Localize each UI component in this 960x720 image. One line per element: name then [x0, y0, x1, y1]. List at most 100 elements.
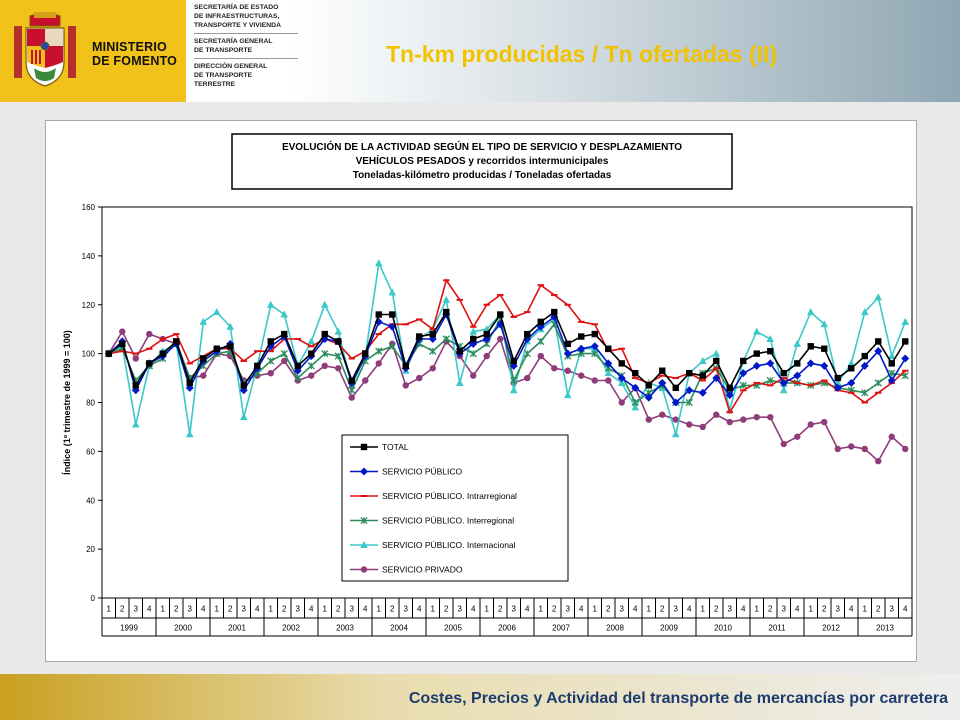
data-point: [335, 338, 342, 345]
data-point: [780, 369, 787, 377]
x-tick-label: 2: [390, 605, 395, 614]
data-point: [146, 360, 153, 367]
data-point: [524, 330, 531, 338]
data-point: [875, 338, 882, 345]
data-point: [469, 349, 477, 358]
data-point: [807, 343, 814, 350]
data-point: [685, 386, 694, 395]
data-point: [699, 423, 706, 431]
data-point: [590, 342, 599, 351]
data-point: [429, 330, 436, 338]
data-point: [389, 311, 396, 318]
legend-item: SERVICIO PÚBLICO. Interregional: [350, 516, 514, 526]
data-point: [212, 308, 221, 316]
year-label: 2004: [390, 624, 408, 633]
footer-bar: Costes, Precios y Actividad del transpor…: [0, 674, 960, 720]
data-point: [725, 405, 734, 413]
header-bar: MINISTERIO DE FOMENTO SECRETARÍA DE ESTA…: [0, 0, 960, 102]
data-point: [388, 288, 397, 296]
data-point: [185, 430, 194, 438]
data-point: [887, 376, 896, 385]
x-tick-label: 3: [350, 605, 355, 614]
data-point: [901, 317, 910, 325]
x-tick-label: 1: [269, 605, 274, 614]
x-tick-label: 2: [606, 605, 611, 614]
data-point: [794, 433, 801, 440]
data-point: [861, 389, 869, 397]
x-tick-label: 2: [714, 605, 719, 614]
data-point: [767, 413, 774, 421]
data-point: [820, 320, 829, 328]
data-point: [469, 327, 478, 335]
data-point: [294, 362, 301, 370]
data-point: [267, 369, 274, 377]
legend-label: TOTAL: [382, 442, 409, 452]
data-point: [321, 349, 329, 358]
data-point: [537, 337, 545, 346]
data-point: [847, 378, 856, 387]
x-tick-label: 1: [809, 605, 814, 614]
data-point: [740, 416, 747, 423]
data-point: [698, 356, 707, 364]
chart-title-box: [231, 133, 733, 190]
data-point: [321, 362, 328, 370]
data-point: [834, 374, 841, 382]
legend-box: [341, 434, 569, 582]
y-tick-label: 80: [86, 399, 95, 408]
data-point: [725, 391, 734, 400]
legend-label: SERVICIO PÚBLICO: [382, 467, 463, 477]
legend-marker: [360, 467, 368, 476]
ministry-name: MINISTERIO DE FOMENTO: [92, 40, 178, 68]
y-tick-label: 40: [86, 496, 95, 505]
data-point: [308, 372, 315, 379]
data-point: [834, 445, 841, 453]
data-point: [132, 382, 139, 389]
line-chart: EVOLUCIÓN DE LA ACTIVIDAD SEGÚN EL TIPO …: [62, 133, 913, 637]
data-point: [821, 345, 828, 352]
data-point: [470, 335, 477, 343]
x-tick-label: 3: [836, 605, 841, 614]
department-item: SECRETARÍA GENERAL DE TRANSPORTE: [194, 34, 298, 59]
x-tick-label: 3: [620, 605, 625, 614]
x-tick-label: 1: [755, 605, 760, 614]
data-point: [442, 295, 451, 303]
data-point: [618, 360, 625, 367]
data-point: [239, 413, 248, 421]
data-point: [901, 354, 910, 363]
data-point: [902, 338, 909, 345]
x-tick-label: 3: [404, 605, 409, 614]
x-tick-label: 1: [377, 605, 382, 614]
x-tick-label: 4: [633, 605, 638, 614]
chart-panel: EVOLUCIÓN DE LA ACTIVIDAD SEGÚN EL TIPO …: [45, 120, 917, 662]
data-point: [131, 420, 140, 428]
data-point: [523, 349, 531, 358]
x-tick-label: 1: [323, 605, 328, 614]
data-point: [752, 361, 761, 370]
data-point: [510, 357, 517, 365]
chart-title-line: VEHÍCULOS PESADOS y recorridos intermuni…: [356, 154, 609, 167]
data-point: [686, 369, 693, 377]
year-label: 2012: [822, 624, 840, 633]
data-point: [780, 440, 787, 448]
data-point: [200, 372, 207, 379]
data-point: [429, 365, 436, 372]
data-point: [739, 369, 748, 378]
data-point: [186, 379, 193, 387]
x-tick-label: 1: [161, 605, 166, 614]
data-point: [671, 430, 680, 438]
data-point: [712, 349, 721, 357]
data-point: [753, 350, 760, 357]
data-point: [388, 342, 396, 350]
x-tick-label: 2: [444, 605, 449, 614]
department-item: SECRETARÍA DE ESTADO DE INFRAESTRUCTURAS…: [194, 0, 298, 34]
data-point: [631, 398, 639, 407]
data-point: [497, 311, 504, 318]
data-point: [860, 361, 869, 370]
data-point: [902, 445, 909, 453]
x-tick-label: 4: [417, 605, 422, 614]
data-point: [794, 360, 801, 367]
data-point: [659, 367, 666, 374]
data-point: [335, 365, 342, 372]
data-point: [833, 383, 842, 392]
data-point: [645, 416, 652, 423]
